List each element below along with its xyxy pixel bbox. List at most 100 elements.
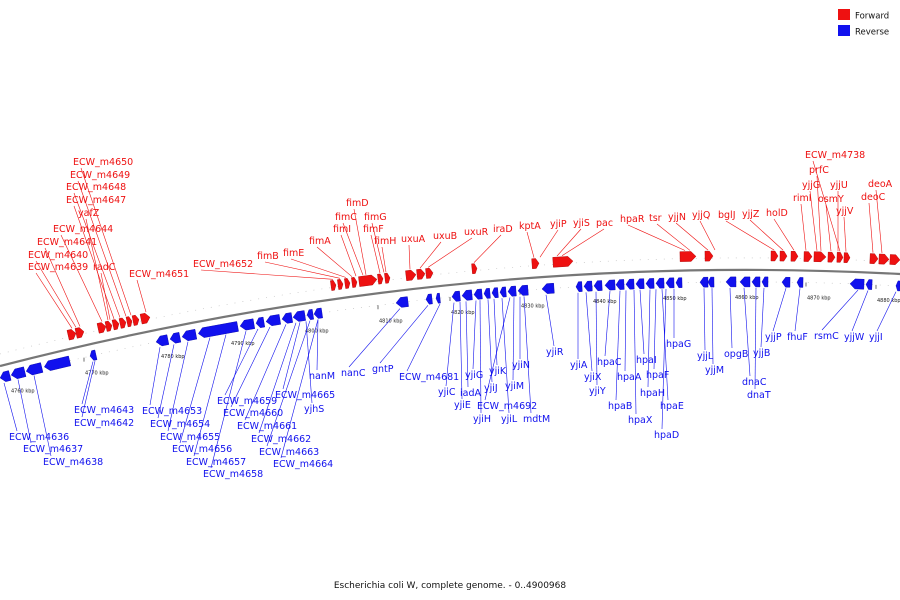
forward-gene-arrow[interactable] (779, 250, 788, 262)
reverse-gene-arrow[interactable] (507, 285, 517, 297)
reverse-gene-arrow[interactable] (761, 276, 769, 288)
forward-gene-arrow[interactable] (416, 268, 426, 280)
reverse-gene-arrow[interactable] (292, 310, 306, 323)
reverse-gene-arrow[interactable] (615, 279, 625, 290)
label-connector (210, 330, 247, 469)
forward-gene-arrow[interactable] (74, 327, 85, 339)
reverse-gene-arrow[interactable] (796, 277, 804, 288)
reverse-gene-arrow[interactable] (625, 278, 635, 290)
reverse-gene-arrow[interactable] (255, 316, 266, 328)
forward-gene-arrow[interactable] (869, 253, 879, 264)
reverse-gene-arrow[interactable] (499, 286, 507, 298)
tick-label: 4810 kbp (379, 318, 403, 324)
reverse-gene-arrow[interactable] (675, 277, 683, 288)
reverse-gene-arrow[interactable] (849, 278, 865, 290)
label-connectors (3, 160, 897, 469)
forward-gene-arrow[interactable] (358, 274, 378, 287)
forward-gene-arrow[interactable] (104, 320, 113, 332)
reverse-gene-arrow[interactable] (751, 276, 761, 288)
forward-gene-arrow[interactable] (139, 312, 151, 325)
forward-gene-arrow[interactable] (790, 251, 799, 262)
reverse-gene-arrow[interactable] (541, 282, 555, 294)
gene-label: yjiH (473, 414, 491, 425)
forward-gene-arrow[interactable] (337, 279, 344, 290)
reverse-gene-arrow[interactable] (699, 276, 709, 288)
forward-gene-arrow[interactable] (351, 277, 358, 288)
label-connector (851, 290, 869, 332)
forward-gene-arrow[interactable] (111, 319, 120, 331)
forward-gene-arrow[interactable] (425, 267, 434, 279)
reverse-gene-arrow[interactable] (604, 279, 616, 291)
reverse-gene-arrow[interactable] (707, 276, 715, 288)
reverse-gene-arrow[interactable] (645, 278, 655, 289)
forward-gene-arrow[interactable] (813, 251, 827, 263)
forward-gene-arrow[interactable] (66, 329, 77, 341)
reverse-gene-arrow[interactable] (43, 355, 72, 372)
reverse-gene-arrow[interactable] (655, 277, 665, 289)
forward-gene-arrow[interactable] (843, 252, 851, 263)
reverse-gene-arrow[interactable] (395, 296, 409, 308)
reverse-gene-arrow[interactable] (181, 329, 198, 341)
forward-gene-arrow[interactable] (471, 263, 478, 275)
forward-gene-arrow[interactable] (125, 316, 133, 328)
reverse-gene-arrow[interactable] (281, 312, 293, 324)
reverse-gene-arrow[interactable] (583, 280, 593, 292)
reverse-gene-arrow[interactable] (313, 307, 323, 319)
forward-gene-arrow[interactable] (384, 272, 391, 284)
forward-gene-arrow[interactable] (827, 251, 836, 263)
reverse-gene-arrow[interactable] (593, 280, 603, 291)
reverse-gene-arrow[interactable] (725, 276, 737, 288)
forward-gene-arrow[interactable] (330, 280, 337, 291)
label-connector (224, 328, 259, 396)
reverse-gene-arrow[interactable] (473, 288, 483, 300)
gene-label: prfC (809, 165, 829, 176)
label-connector (280, 319, 319, 459)
label-connector (512, 297, 515, 381)
reverse-gene-arrow[interactable] (451, 290, 461, 302)
reverse-gene-arrow[interactable] (25, 362, 44, 377)
label-connector (370, 234, 381, 274)
reverse-gene-arrow[interactable] (483, 288, 491, 299)
reverse-gene-arrow[interactable] (435, 292, 441, 304)
gene-label: dnaC (742, 377, 767, 388)
reverse-gene-arrow[interactable] (781, 276, 791, 288)
reverse-gene-arrow[interactable] (461, 289, 473, 301)
forward-gene-arrow[interactable] (803, 251, 813, 262)
reverse-gene-arrow[interactable] (865, 279, 873, 290)
reverse-gene-arrow[interactable] (635, 278, 645, 290)
reverse-gene-arrow[interactable] (155, 334, 170, 347)
forward-gene-arrow[interactable] (118, 317, 127, 329)
reverse-gene-arrow[interactable] (425, 293, 433, 305)
reverse-gene-arrow[interactable] (89, 349, 98, 361)
reverse-gene-arrow[interactable] (169, 332, 182, 344)
forward-gene-arrow[interactable] (131, 314, 140, 326)
forward-gene-arrow[interactable] (679, 251, 697, 262)
tick-label: 4760 kbp (11, 388, 35, 394)
reverse-gene-arrow[interactable] (491, 287, 499, 299)
reverse-gene-arrow[interactable] (265, 314, 281, 326)
reverse-gene-arrow[interactable] (895, 280, 900, 292)
label-connector (711, 288, 714, 365)
forward-gene-arrow[interactable] (405, 269, 417, 281)
forward-gene-arrow[interactable] (377, 273, 384, 285)
forward-gene-arrow[interactable] (704, 250, 714, 262)
forward-gene-arrow[interactable] (836, 252, 844, 263)
label-connector (868, 202, 874, 253)
forward-gene-arrow[interactable] (889, 254, 900, 265)
forward-gene-arrow[interactable] (770, 250, 779, 262)
reverse-gene-arrow[interactable] (10, 366, 27, 380)
reverse-gene-arrow[interactable] (517, 284, 529, 296)
reverse-gene-arrow[interactable] (197, 321, 239, 338)
forward-gene-arrow[interactable] (96, 322, 107, 334)
forward-gene-arrow[interactable] (344, 278, 351, 289)
forward-gene-arrow[interactable] (878, 253, 890, 265)
label-connector (876, 291, 897, 332)
forward-gene-arrow[interactable] (552, 256, 574, 268)
reverse-gene-arrow[interactable] (306, 309, 314, 320)
reverse-gene-arrow[interactable] (0, 370, 12, 383)
forward-gene-arrow[interactable] (531, 258, 540, 269)
reverse-gene-arrow[interactable] (665, 277, 675, 289)
reverse-gene-arrow[interactable] (739, 276, 751, 288)
reverse-gene-arrow[interactable] (239, 318, 255, 331)
reverse-gene-arrow[interactable] (575, 281, 583, 292)
